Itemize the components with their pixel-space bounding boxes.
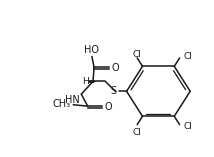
Text: Cl: Cl	[183, 122, 192, 130]
Text: Cl: Cl	[133, 128, 142, 137]
Text: O: O	[104, 102, 112, 112]
Text: CH₃: CH₃	[53, 100, 71, 109]
Text: S: S	[110, 86, 117, 96]
Text: Cl: Cl	[183, 52, 192, 61]
Text: H: H	[82, 77, 89, 86]
Text: O: O	[111, 63, 119, 73]
Text: HN: HN	[65, 95, 80, 105]
Text: HO: HO	[84, 45, 99, 55]
Text: Cl: Cl	[133, 50, 142, 59]
